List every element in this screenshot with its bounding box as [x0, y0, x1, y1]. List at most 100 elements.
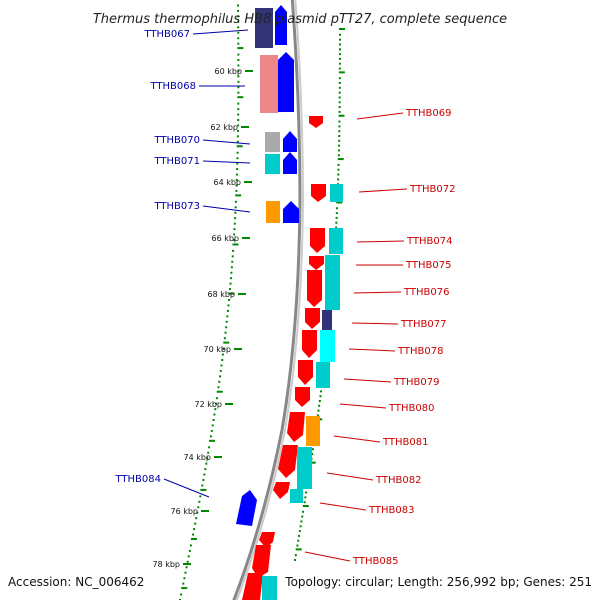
gene-leader-line — [202, 205, 251, 213]
gene-arrow-tthb086[interactable] — [252, 545, 271, 578]
gc-dot — [338, 38, 341, 41]
gene-label-tthb070[interactable]: TTHB070 — [153, 135, 200, 146]
gene-block-tthb067-b[interactable] — [275, 35, 287, 45]
gene-block-tthb081[interactable] — [306, 416, 320, 446]
gc-dot — [232, 239, 235, 241]
gene-label-tthb074[interactable]: TTHB074 — [406, 236, 453, 247]
gc-dot — [196, 511, 199, 514]
gene-block-tthb071[interactable] — [265, 154, 280, 174]
gc-dot — [297, 539, 300, 542]
gc-dot — [207, 451, 210, 454]
gene-arrow-tthb073[interactable] — [283, 201, 299, 223]
gene-arrow-tthb071[interactable] — [283, 152, 297, 174]
gene-label-tthb067[interactable]: TTHB067 — [143, 29, 190, 40]
kbp-tick-label: 78 kbp — [152, 560, 180, 569]
gene-label-tthb069[interactable]: TTHB069 — [405, 108, 452, 119]
gene-block-tthb067-a[interactable] — [255, 8, 273, 48]
gene-leader-line — [353, 291, 402, 294]
gene-block-tthb076[interactable] — [325, 255, 340, 310]
gc-dot — [208, 446, 211, 449]
gene-label-tthb075[interactable]: TTHB075 — [405, 260, 452, 271]
gene-leader-line — [351, 322, 399, 325]
gene-arrow-tthb080[interactable] — [295, 387, 310, 407]
gc-dot — [231, 260, 234, 263]
gene-arrow-tthb075[interactable] — [309, 256, 324, 270]
gene-arrow-tthb074[interactable] — [310, 228, 325, 253]
gc-dot — [199, 495, 202, 498]
gene-label-tthb082[interactable]: TTHB082 — [375, 475, 422, 486]
gc-dot — [237, 9, 240, 12]
gene-label-tthb081[interactable]: TTHB081 — [382, 437, 429, 448]
gene-label-tthb068[interactable]: TTHB068 — [149, 81, 196, 92]
gc-dot — [219, 375, 222, 378]
gene-block-tthb083[interactable] — [290, 489, 303, 503]
gc-dot — [198, 500, 201, 503]
gene-block-tthb073[interactable] — [266, 201, 280, 223]
gene-block-tthb082[interactable] — [297, 447, 312, 489]
gc-dot — [189, 544, 192, 547]
gene-block-tthb074[interactable] — [329, 228, 343, 254]
gene-arrow-tthb077[interactable] — [305, 308, 320, 329]
gene-label-tthb084[interactable]: TTHB084 — [114, 474, 161, 485]
gc-dot — [335, 226, 338, 229]
gc-dot — [185, 566, 188, 569]
gc-dot — [200, 488, 207, 491]
gene-label-tthb080[interactable]: TTHB080 — [388, 403, 435, 414]
gc-dot — [338, 77, 341, 80]
gc-dot — [302, 505, 309, 507]
gene-block-tthb079[interactable] — [316, 362, 330, 388]
gene-arrow-tthb067[interactable] — [275, 5, 287, 35]
gene-label-tthb077[interactable]: TTHB077 — [400, 319, 447, 330]
kbp-tick-mark — [244, 181, 252, 183]
gc-dot — [338, 91, 341, 94]
gc-dot — [237, 64, 240, 67]
gc-dot — [299, 525, 302, 528]
gene-block-tthb086[interactable] — [262, 576, 277, 600]
gene-arrow-tthb069[interactable] — [309, 116, 323, 128]
kbp-tick-mark — [238, 293, 246, 295]
gene-arrow-tthb087[interactable] — [242, 573, 263, 600]
gc-dot — [338, 67, 341, 70]
gc-dot — [237, 80, 240, 83]
gene-arrow-tthb081[interactable] — [287, 412, 305, 442]
gc-dot — [304, 496, 307, 499]
gene-arrow-tthb076[interactable] — [307, 270, 322, 307]
gc-dot — [338, 82, 341, 84]
gc-dot — [236, 135, 239, 138]
gene-arrow-tthb072[interactable] — [311, 184, 326, 202]
gc-dot — [320, 390, 323, 393]
gene-block-tthb077[interactable] — [322, 310, 332, 330]
gene-arrow-tthb085[interactable] — [259, 532, 275, 548]
gene-block-tthb068[interactable] — [260, 55, 278, 113]
gc-dot — [188, 549, 191, 552]
gene-block-tthb070[interactable] — [265, 132, 280, 152]
gene-arrow-tthb079[interactable] — [298, 360, 313, 385]
gc-dot — [202, 479, 205, 481]
kbp-tick-label: 66 kbp — [211, 234, 239, 243]
gene-arrow-tthb070[interactable] — [283, 131, 297, 152]
gc-dot — [232, 243, 239, 246]
gene-arrow-tthb082[interactable] — [278, 445, 298, 478]
kbp-tick-label: 62 kbp — [210, 123, 238, 132]
gene-label-tthb085[interactable]: TTHB085 — [352, 556, 399, 567]
gene-label-tthb083[interactable]: TTHB083 — [368, 505, 415, 516]
gc-dot — [338, 86, 341, 89]
gene-block-tthb072[interactable] — [330, 184, 343, 202]
gene-arrow-tthb083[interactable] — [273, 482, 290, 499]
gene-label-tthb078[interactable]: TTHB078 — [397, 346, 444, 357]
gene-label-tthb073[interactable]: TTHB073 — [153, 201, 200, 212]
gene-label-tthb072[interactable]: TTHB072 — [409, 184, 456, 195]
gc-dot — [224, 331, 227, 334]
gene-arrow-tthb078[interactable] — [302, 330, 317, 358]
gc-dot — [338, 48, 341, 51]
gene-block-tthb078[interactable] — [320, 330, 335, 362]
gc-dot — [236, 162, 239, 165]
gc-dot — [237, 42, 240, 45]
gc-dot — [221, 353, 224, 356]
gene-arrow-tthb068[interactable] — [278, 52, 294, 112]
gene-label-tthb071[interactable]: TTHB071 — [153, 156, 200, 167]
gene-label-tthb076[interactable]: TTHB076 — [403, 287, 450, 298]
gene-arrow-tthb084[interactable] — [236, 490, 257, 526]
gene-leader-line — [326, 472, 374, 481]
gene-label-tthb079[interactable]: TTHB079 — [393, 377, 440, 388]
